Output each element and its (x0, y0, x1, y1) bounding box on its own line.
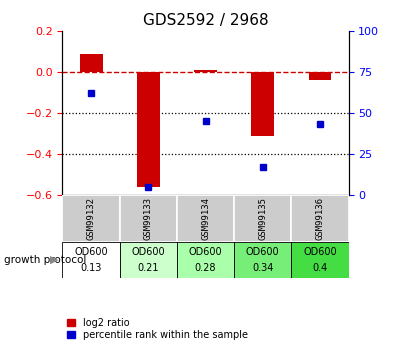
Text: 0.13: 0.13 (80, 263, 102, 273)
Bar (234, 241, 291, 278)
Text: growth protocol: growth protocol (4, 255, 86, 265)
Text: OD600: OD600 (131, 247, 165, 257)
Text: 0.28: 0.28 (195, 263, 216, 273)
Bar (62, 241, 120, 278)
Text: ▶: ▶ (50, 255, 59, 265)
Text: 0.4: 0.4 (312, 263, 328, 273)
Text: OD600: OD600 (303, 247, 337, 257)
Bar (291, 195, 349, 242)
Bar (251, 72, 274, 136)
Text: 0.21: 0.21 (137, 263, 159, 273)
Text: GSM99133: GSM99133 (144, 197, 153, 240)
Bar (194, 70, 217, 72)
Text: OD600: OD600 (74, 247, 108, 257)
Text: GSM99132: GSM99132 (87, 197, 96, 240)
Bar (177, 241, 234, 278)
Bar (62, 195, 120, 242)
Bar (291, 241, 349, 278)
Text: GSM99135: GSM99135 (258, 197, 267, 240)
Bar (120, 195, 177, 242)
Bar (234, 195, 291, 242)
Text: GSM99136: GSM99136 (316, 197, 324, 240)
Bar (80, 53, 102, 72)
Text: 0.34: 0.34 (252, 263, 274, 273)
Legend: log2 ratio, percentile rank within the sample: log2 ratio, percentile rank within the s… (67, 318, 248, 340)
Bar (120, 241, 177, 278)
Bar (309, 72, 331, 80)
Bar (177, 195, 234, 242)
Text: OD600: OD600 (189, 247, 222, 257)
Bar (137, 72, 160, 187)
Text: OD600: OD600 (246, 247, 280, 257)
Text: GSM99134: GSM99134 (201, 197, 210, 240)
Title: GDS2592 / 2968: GDS2592 / 2968 (143, 13, 268, 29)
